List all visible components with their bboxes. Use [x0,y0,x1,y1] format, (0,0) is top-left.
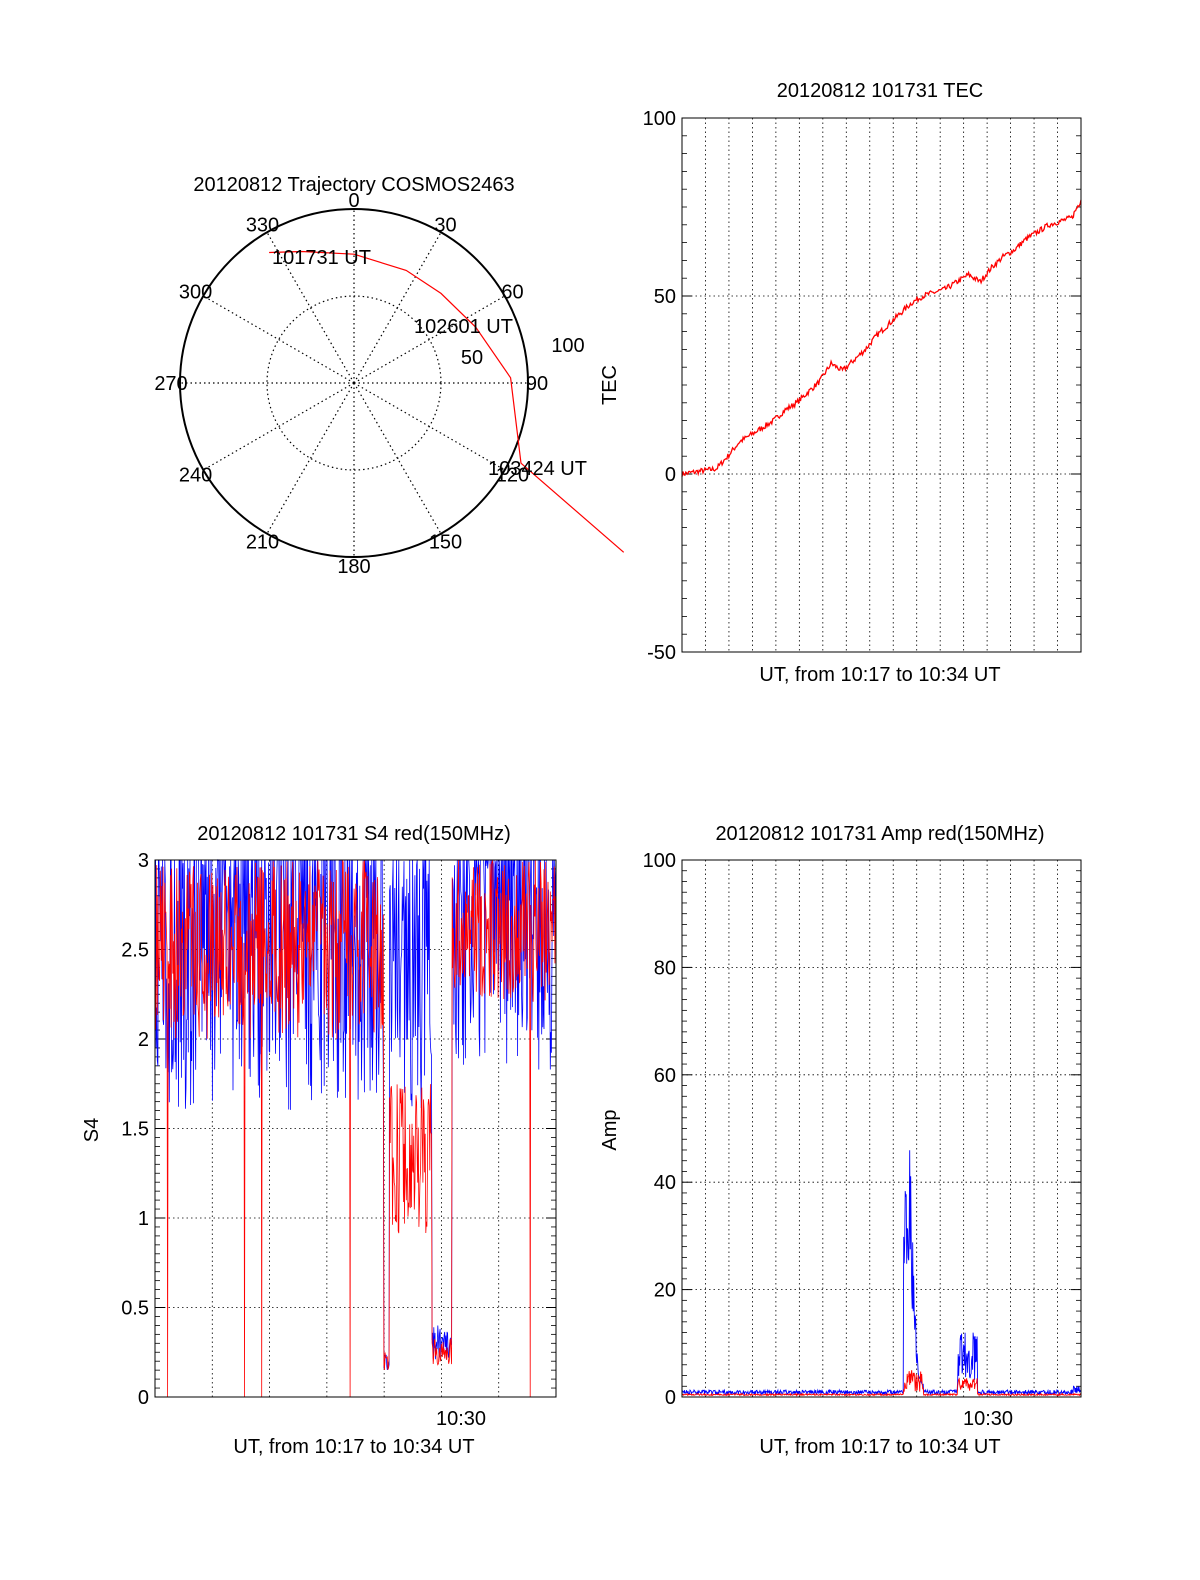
azimuth-tick-label: 120 [496,465,529,487]
polar-outer-ring [179,208,529,558]
azimuth-tick-label: 240 [179,465,212,487]
amp-frame [681,859,1082,1398]
azimuth-tick-label: 270 [154,373,187,395]
s4-x-tick-label: 10:30 [436,1408,486,1430]
s4-frame [154,859,557,1398]
azimuth-tick-label: 210 [246,531,279,553]
y-tick-label: 100 [643,108,676,130]
s4-red-series-line [154,859,557,1398]
s4-x-axis-label: UT, from 10:17 to 10:34 UT [233,1436,474,1458]
y-tick-label: 80 [654,957,676,979]
azimuth-tick-label: 30 [434,215,456,237]
polar-spoke [353,382,442,534]
y-tick-label: 0 [665,1387,676,1409]
azimuth-tick-label: 300 [179,282,212,304]
y-tick-label: 1 [138,1208,149,1230]
amp-y-tick-labels: 0 20 40 60 80 100 [643,850,676,1409]
polar-spoke [203,382,355,471]
y-tick-label: 1.5 [121,1119,149,1141]
polar-spoke [203,295,355,384]
trajectory-end-label: 103424 UT [488,458,587,480]
polar-spoke [353,382,505,471]
radial-tick-label: 50 [461,347,483,369]
trajectory-title: 20120812 Trajectory COSMOS2463 [193,174,514,196]
y-tick-label: 20 [654,1280,676,1302]
y-tick-label: 3 [138,850,149,872]
s4-title: 20120812 101731 S4 red(150MHz) [197,823,511,845]
azimuth-tick-label: 90 [526,373,548,395]
azimuth-tick-label: 150 [429,531,462,553]
s4-y-axis-label: S4 [81,1118,103,1142]
tec-frame [681,117,1082,653]
azimuth-tick-label: 330 [246,215,279,237]
y-tick-label: 2 [138,1029,149,1051]
trajectory-track [269,250,625,553]
y-tick-label: -50 [647,642,676,664]
amp-x-tick-label: 10:30 [963,1408,1013,1430]
polar-spoke [353,232,442,384]
y-tick-label: 0 [138,1387,149,1409]
y-tick-label: 2.5 [121,940,149,962]
tec-y-axis-label: TEC [599,365,621,405]
s4-series [154,859,557,1398]
y-tick-label: 0.5 [121,1298,149,1320]
y-tick-label: 100 [643,850,676,872]
polar-spoke [353,295,505,384]
azimuth-tick-label: 0 [348,190,359,212]
s4-blue-series-line [155,859,557,1371]
amp-blue-series-line [681,1150,1082,1397]
amp-x-axis-label: UT, from 10:17 to 10:34 UT [759,1436,1000,1458]
radial-tick-label: 100 [551,335,584,357]
amp-title: 20120812 101731 Amp red(150MHz) [715,823,1044,845]
tec-series-line [681,199,1082,477]
amp-chart: 20120812 101731 Amp red(150MHz) 0 20 40 60 8… [599,823,1082,1458]
s4-y-tick-labels: 0 0.5 1 1.5 2 2.5 3 [121,850,149,1409]
amp-red-series-line [681,1370,1082,1397]
azimuth-tick-label: 180 [337,556,370,578]
polar-grid [179,208,529,558]
s4-chart: 20120812 101731 S4 red(150MHz) 0 0.5 1 1.5 2… [81,823,557,1458]
tec-x-axis-label: UT, from 10:17 to 10:34 UT [759,664,1000,686]
y-tick-label: 50 [654,286,676,308]
tec-y-tick-labels: -50 0 50 100 [643,108,676,664]
polar-spoke [266,232,355,384]
tec-chart: 20120812 101731 TEC -50 0 50 100 TEC UT, fr… [599,80,1082,686]
amp-grid [682,859,1081,1398]
amp-series [681,1150,1082,1397]
trajectory-mid-label: 102601 UT [414,316,513,338]
tec-title: 20120812 101731 TEC [777,80,983,102]
polar-tick-labels: 0 30 60 90 120 150 180 210 240 270 300 330 50 100 [154,190,584,578]
polar-spoke [266,382,355,534]
trajectory-start-label: 101731 UT [272,247,371,269]
y-tick-label: 40 [654,1172,676,1194]
y-tick-label: 0 [665,464,676,486]
trajectory-polar-plot: 20120812 Trajectory COSMOS2463 0 30 60 90 12… [154,174,625,578]
tec-grid [682,117,1081,653]
y-tick-label: 60 [654,1065,676,1087]
azimuth-tick-label: 60 [501,282,523,304]
amp-y-axis-label: Amp [599,1109,621,1150]
